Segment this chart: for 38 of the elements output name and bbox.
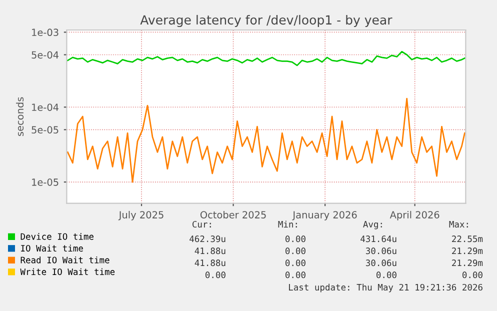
text: 0.00 [286,248,306,254]
text: Last update: Thu May 21 19:21:36 2026 [289,284,482,292]
text: 0.00 [286,272,306,278]
text: 0.00 [462,272,482,278]
text: Cur: [192,220,211,228]
legend-label: Write IO Wait time [20,268,115,276]
text: 30.06u [366,260,396,266]
line-series [67,98,466,183]
legend-label: IO Wait time [21,244,83,252]
chart-title: Average latency for /dev/loop1 - by year [140,14,392,28]
x-tick-label: October 2025 [200,210,266,218]
text: Min: [278,220,297,228]
y-tick-label: 5e-05 [32,126,58,134]
text: 22.55m [452,236,483,242]
text: Avg: [363,221,382,230]
y-axis-title: seconds [16,97,24,136]
text: Max: [449,221,468,228]
text: 0.00 [206,272,226,278]
y-tick-label: 1e-04 [32,104,59,111]
legend-label: Device IO time [20,233,94,240]
x-tick-label: January 2026 [292,211,357,220]
text: 30.06u [366,248,396,254]
text: 21.29m [452,248,483,254]
line-series [67,50,466,66]
text: 41.88u [194,260,226,266]
text: 462.39u [190,236,226,242]
text: 21.29m [452,260,483,266]
text: 0.00 [286,236,306,242]
x-tick-label: July 2025 [118,210,164,220]
y-tick-label: 1e-05 [32,178,58,186]
text: 41.88u [194,248,226,254]
text: 0.00 [286,260,306,266]
x-tick-label: April 2026 [390,210,440,220]
legend-label: Read IO Wait time [20,256,110,264]
text: 431.64u [360,236,396,242]
y-tick-label: 1e-03 [32,28,58,36]
text: 0.00 [376,272,396,278]
y-tick-label: 5e-04 [32,51,59,59]
